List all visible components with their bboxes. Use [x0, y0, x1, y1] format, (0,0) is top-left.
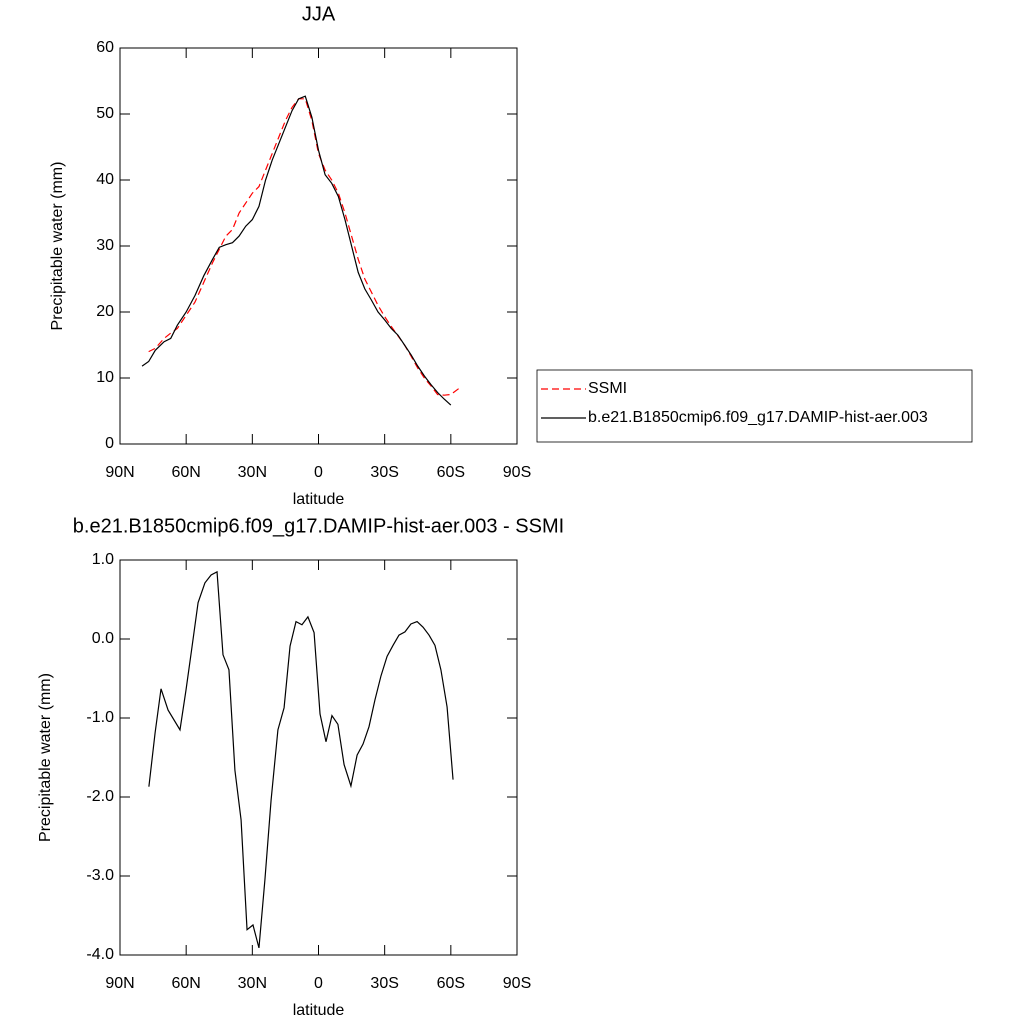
- x-axis-label: latitude: [293, 491, 345, 508]
- x-tick-label: 60N: [171, 975, 200, 992]
- y-tick-label: 40: [96, 171, 114, 188]
- y-axis-label: Precipitable water (mm): [37, 673, 54, 842]
- chart-title: b.e21.B1850cmip6.f09_g17.DAMIP-hist-aer.…: [73, 515, 564, 537]
- x-tick-label: 30N: [238, 464, 267, 481]
- x-tick-label: 60S: [437, 975, 465, 992]
- y-tick-label: -1.0: [86, 709, 114, 726]
- data-line: [141, 95, 452, 406]
- y-tick-label: -4.0: [86, 946, 114, 963]
- y-tick-label: 30: [96, 237, 114, 254]
- y-tick-label: 50: [96, 105, 114, 122]
- x-tick-label: 30S: [370, 975, 398, 992]
- plot-frame: [119, 47, 518, 445]
- x-tick-label: 0: [314, 975, 323, 992]
- y-tick-label: 1.0: [92, 551, 114, 568]
- y-tick-label: -3.0: [86, 867, 114, 884]
- y-tick-label: 10: [96, 369, 114, 386]
- x-tick-label: 90S: [503, 975, 531, 992]
- x-tick-label: 90N: [105, 975, 134, 992]
- chart-title: JJA: [302, 3, 336, 25]
- data-line: [148, 570, 454, 949]
- x-tick-label: 30S: [370, 464, 398, 481]
- data-line: [148, 98, 461, 396]
- x-axis-label: latitude: [293, 1002, 345, 1019]
- legend-box: [536, 369, 973, 443]
- y-axis-label: Precipitable water (mm): [49, 162, 66, 331]
- legend-label: b.e21.B1850cmip6.f09_g17.DAMIP-hist-aer.…: [588, 409, 928, 426]
- y-tick-label: 60: [96, 39, 114, 56]
- x-tick-label: 0: [314, 464, 323, 481]
- y-tick-label: -2.0: [86, 788, 114, 805]
- x-tick-label: 90N: [105, 464, 134, 481]
- x-tick-label: 90S: [503, 464, 531, 481]
- legend-label: SSMI: [588, 380, 627, 397]
- x-tick-label: 30N: [238, 975, 267, 992]
- y-tick-label: 20: [96, 303, 114, 320]
- x-tick-label: 60S: [437, 464, 465, 481]
- y-tick-label: 0.0: [92, 630, 114, 647]
- y-tick-label: 0: [105, 435, 114, 452]
- plot-frame: [119, 559, 518, 956]
- x-tick-label: 60N: [171, 464, 200, 481]
